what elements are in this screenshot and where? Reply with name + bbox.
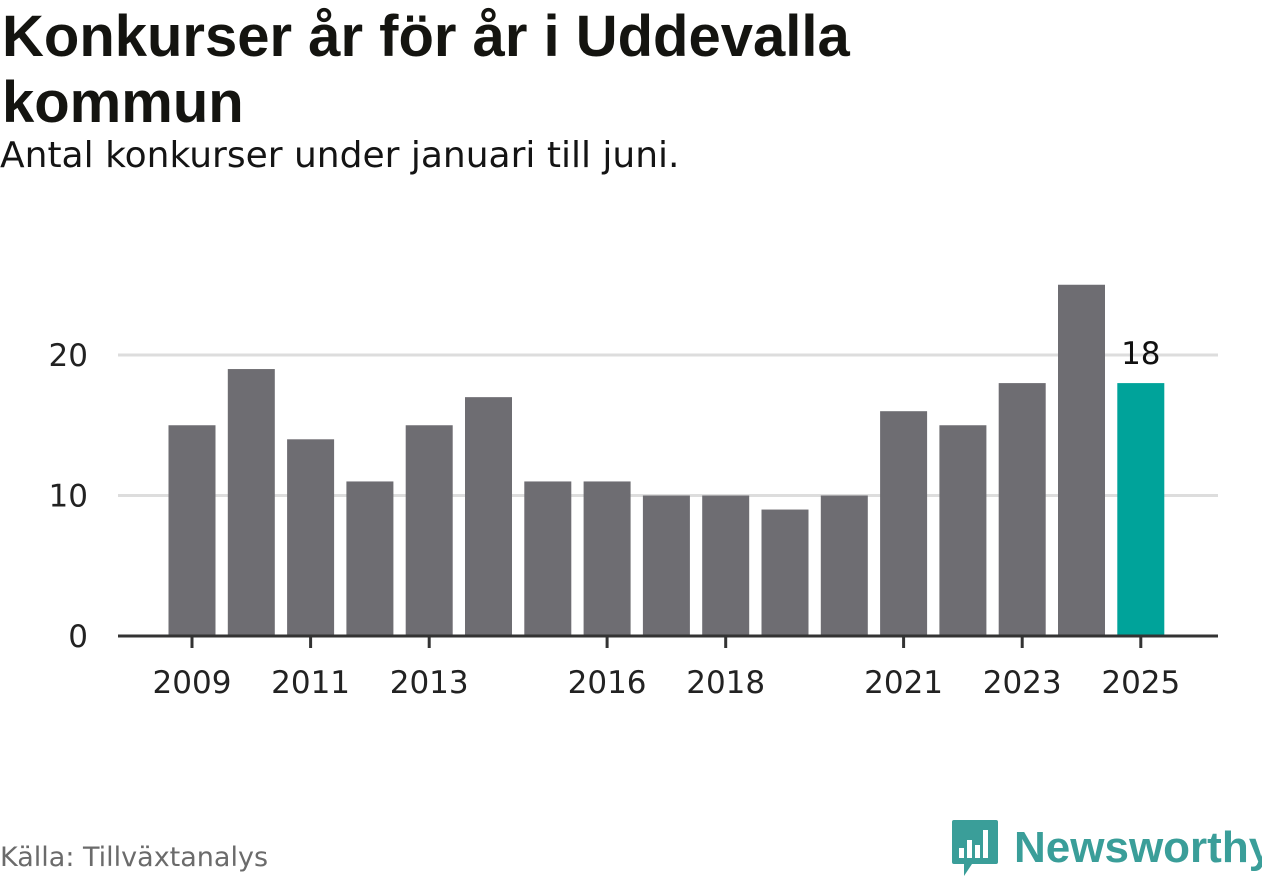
x-tick-label: 2013 (390, 665, 469, 701)
bars (168, 284, 1165, 636)
bar-2010 (227, 369, 275, 636)
axes (118, 634, 1218, 648)
bar-2017 (642, 495, 690, 636)
newsworthy-logo: Newsworthy (950, 818, 1262, 878)
bar-2014 (465, 397, 512, 636)
y-tick-label: 10 (49, 479, 88, 515)
data-label-2025: 18 (1121, 336, 1160, 372)
bar-2013 (405, 425, 453, 636)
source-note: Källa: Tillväxtanalys (0, 842, 269, 873)
bar-2023 (998, 383, 1046, 636)
bar-2024 (1058, 284, 1105, 636)
bar-2025 (1117, 383, 1165, 636)
x-tick-label: 2025 (1101, 665, 1180, 701)
chart-title: Konkurser år för år i Uddevalla kommun (2, 4, 850, 135)
x-tick-label: 2018 (686, 665, 765, 701)
bar-2012 (346, 481, 394, 636)
labels: 0 10 20 2009 2011 2013 2016 2018 2021 2023 2025 18 (49, 336, 1181, 701)
x-tick-label: 2016 (568, 665, 647, 701)
bar-2019 (761, 509, 809, 636)
x-tick-label: 2009 (153, 665, 232, 701)
brand-name: Newsworthy (1014, 823, 1262, 872)
bar-2021 (880, 411, 928, 636)
bar-2020 (820, 495, 868, 636)
gridlines (118, 353, 1218, 497)
bar-2009 (168, 425, 216, 636)
bar-2018 (702, 495, 750, 636)
x-tick-label: 2011 (271, 665, 350, 701)
bar-2016 (583, 481, 631, 636)
bar-2015 (524, 481, 572, 636)
y-tick-label: 20 (49, 338, 88, 374)
x-tick-label: 2021 (864, 665, 943, 701)
bar-2022 (939, 425, 987, 636)
y-tick-label: 0 (68, 619, 88, 655)
bar-chart-speech-bubble-icon (952, 820, 998, 876)
bar-2011 (287, 439, 335, 636)
x-tick-label: 2023 (983, 665, 1062, 701)
chart-subtitle: Antal konkurser under januari till juni. (0, 135, 680, 176)
